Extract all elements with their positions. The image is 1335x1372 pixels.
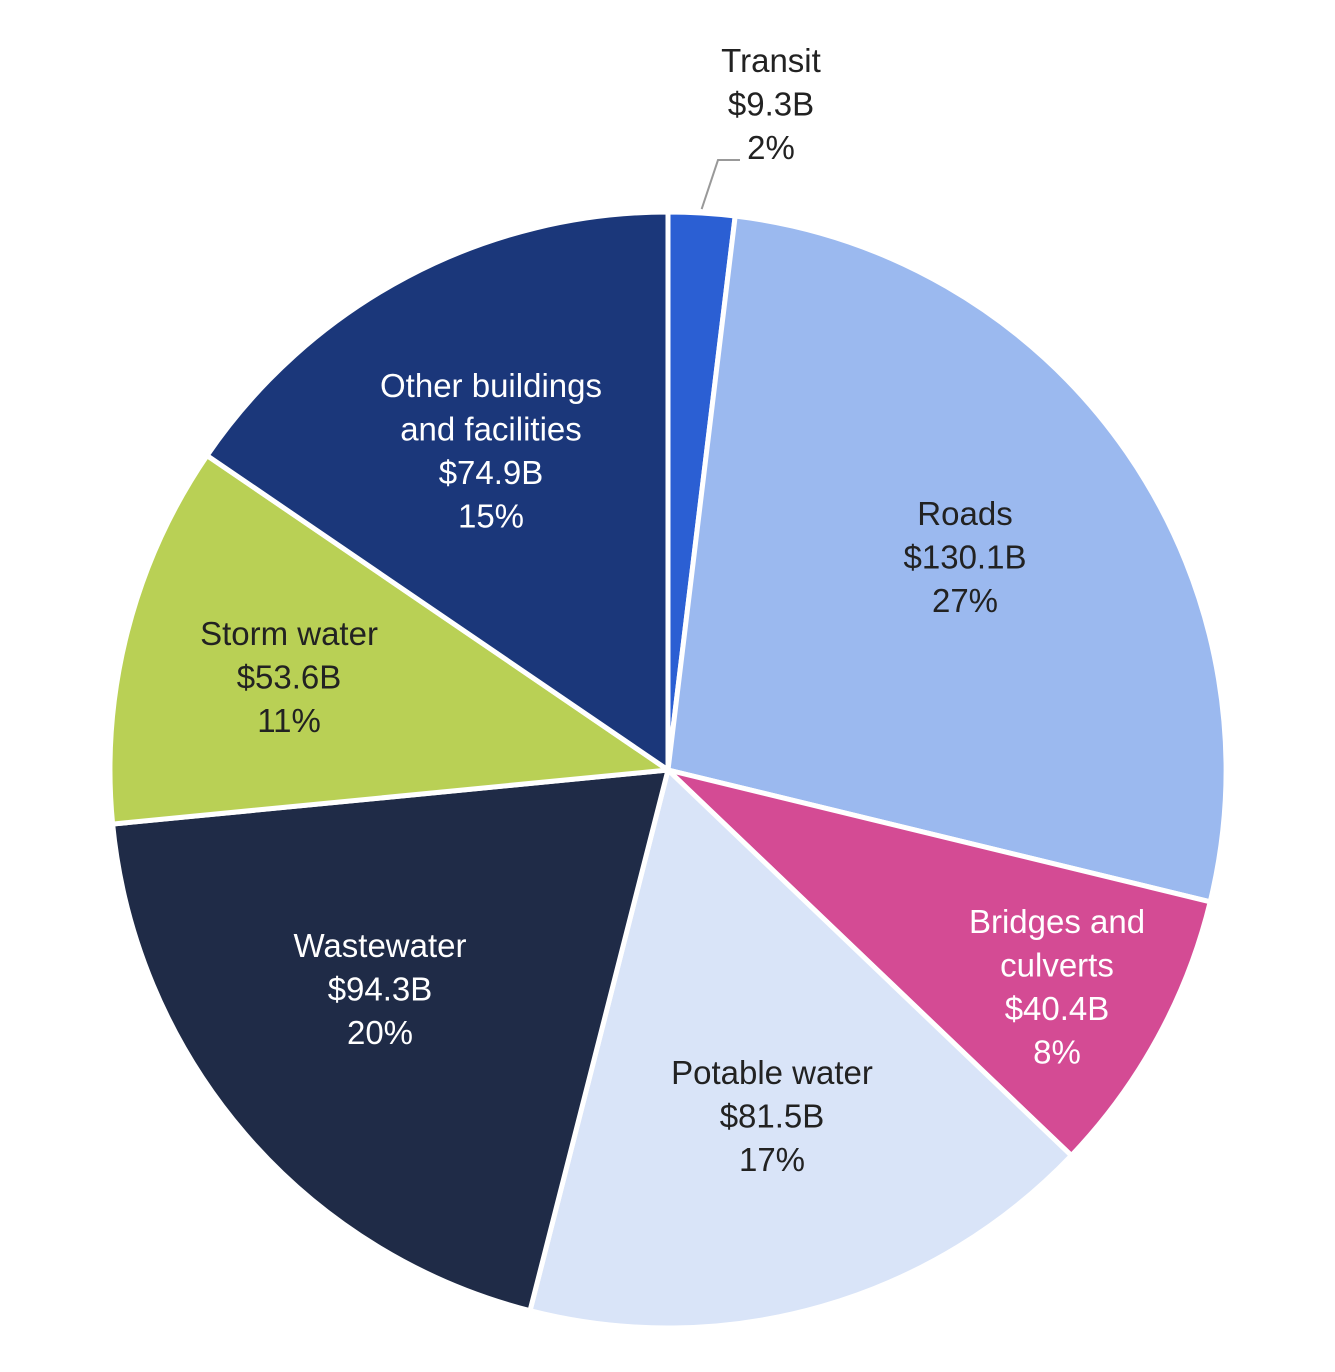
slice-label-potable-water: Potable water $81.5B 17% (671, 1054, 873, 1178)
slice-label-bridges-and-culverts: Bridges and culverts $40.4B 8% (969, 903, 1145, 1071)
slice-label-other-buildings-and-facilities: Other buildings and facilities $74.9B 15% (380, 367, 602, 535)
slice-label-storm-water: Storm water $53.6B 11% (200, 615, 378, 739)
slice-labels: Transit $9.3B 2% Roads $130.1B 27% Bridges and… (200, 42, 1145, 1178)
pie-slice-wastewater (110, 767, 671, 1314)
pie-slice-potable-water (527, 767, 1074, 1331)
leader-line-transit (700, 159, 740, 210)
pie-slices (107, 209, 1229, 1331)
pie-slice-bridges-and-culverts (665, 767, 1213, 1159)
slice-label-wastewater: Wastewater $94.3B 20% (294, 927, 467, 1051)
pie-slice-roads (665, 213, 1229, 905)
pie-slice-storm-water (107, 453, 671, 827)
slice-label-roads: Roads $130.1B 27% (904, 495, 1027, 619)
pie-slice-other-buildings-and-facilities (204, 209, 671, 773)
slice-label-transit: Transit $9.3B 2% (721, 42, 821, 166)
